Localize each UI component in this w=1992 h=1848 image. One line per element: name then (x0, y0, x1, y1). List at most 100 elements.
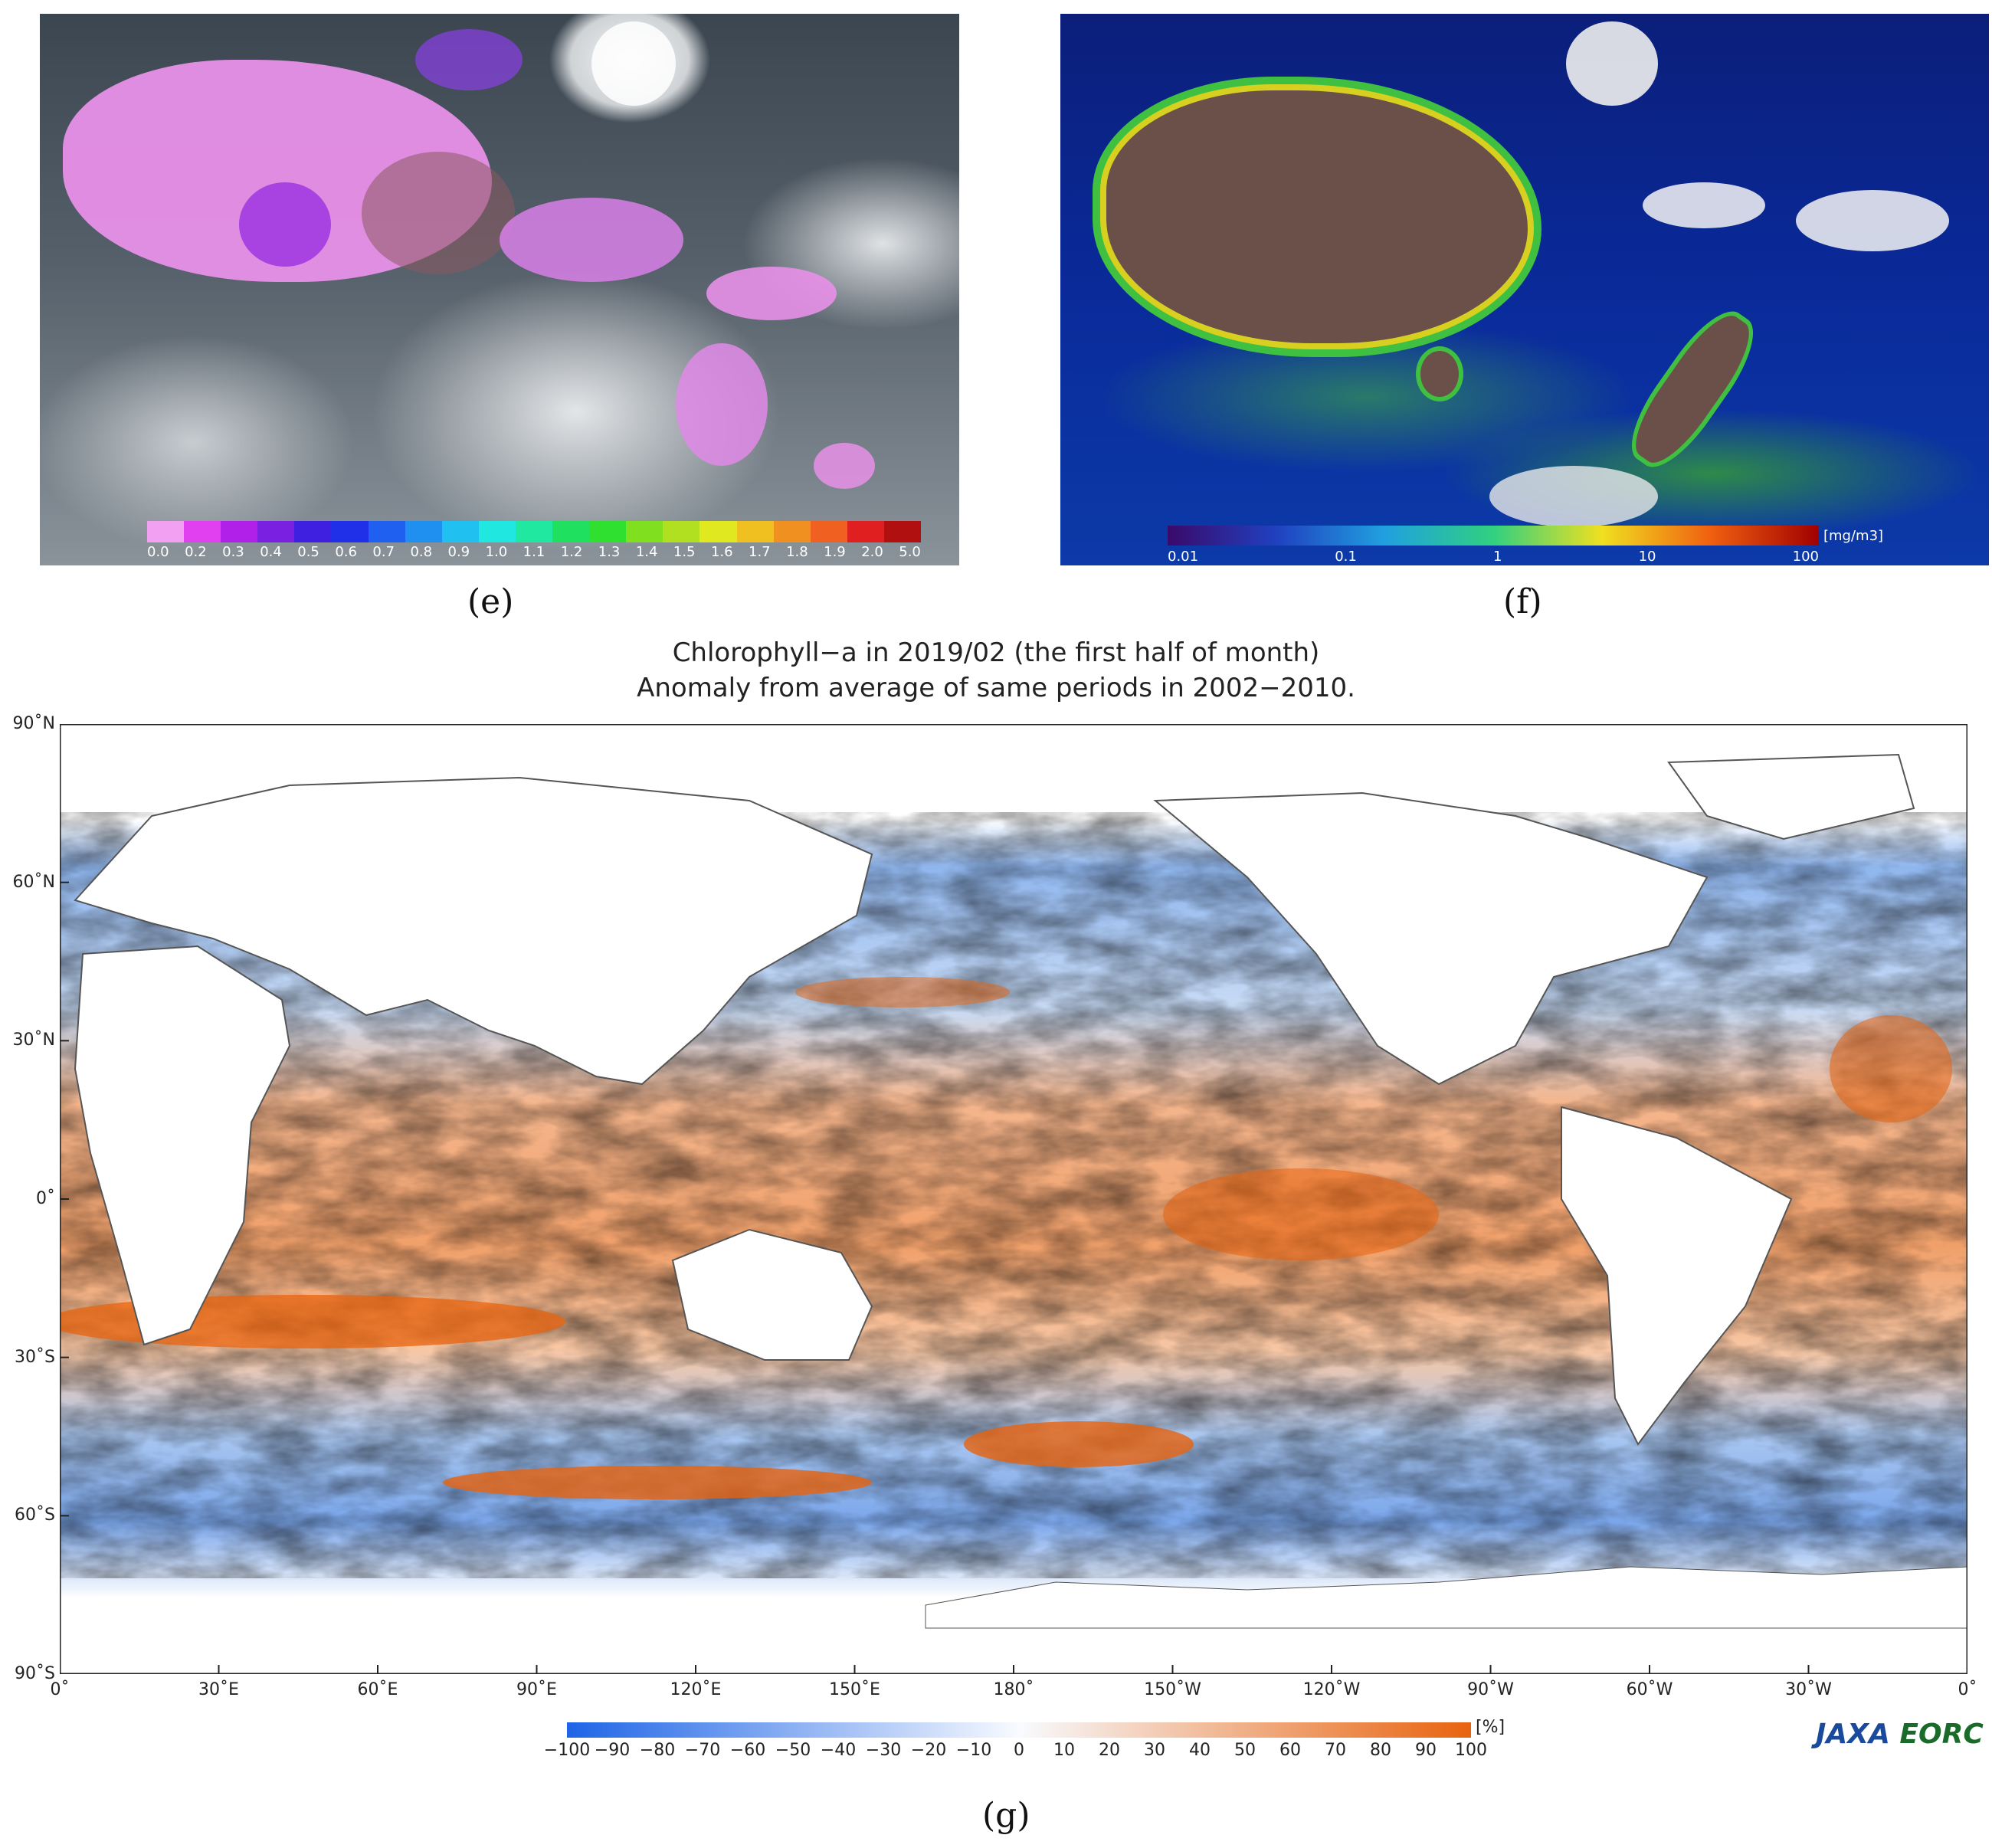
anomaly-patch (964, 1421, 1194, 1467)
colorbar-tick-label: 1.7 (749, 544, 771, 560)
legend-tick-label: −60 (729, 1741, 766, 1760)
australia-landmass (1106, 90, 1528, 343)
colorbar-swatch (552, 521, 590, 542)
jaxa-eorc-logo: JAXA EORC (1816, 1719, 1984, 1750)
panel-e-colorbar-labels: 0.0 0.2 0.3 0.4 0.5 0.6 0.7 0.8 0.9 1.0 1.1 1.2 1.3 1… (147, 544, 921, 560)
colorbar-swatch (257, 521, 295, 542)
longitude-label: 60˚W (1626, 1680, 1673, 1699)
anomaly-patch (1163, 1168, 1439, 1260)
map-title-line2: Anomaly from average of same periods in … (637, 673, 1355, 703)
colorbar-tick-label: 5.0 (899, 544, 921, 560)
cloud-swirl (1566, 21, 1658, 106)
greenland-landmass (1667, 753, 1915, 840)
colorbar-swatch (331, 521, 369, 542)
colorbar-tick-label: 0.4 (260, 544, 282, 560)
legend-tick-label: −40 (820, 1741, 857, 1760)
colorbar-swatch (221, 521, 258, 542)
legend-tick-label: 50 (1234, 1741, 1256, 1760)
anomaly-legend-unit: [%] (1476, 1718, 1505, 1737)
longitude-label: 30˚E (198, 1680, 239, 1699)
colorbar-tick-label: 0.01 (1168, 549, 1199, 565)
panel-f-colorbar-gradient (1168, 526, 1819, 546)
colorbar-tick-label: 0.2 (185, 544, 207, 560)
latitude-label: 90˚N (12, 714, 55, 733)
aerosol-blob (500, 198, 683, 282)
anomaly-legend-gradient (567, 1722, 1471, 1738)
latitude-label: 60˚N (12, 872, 55, 892)
panel-e-satellite-image: 0.0 0.2 0.3 0.4 0.5 0.6 0.7 0.8 0.9 1.0 1.1 1.2 1.3 1… (40, 14, 959, 565)
legend-tick-label: −50 (775, 1741, 811, 1760)
legend-tick-label: 100 (1455, 1741, 1487, 1760)
latitude-label: 60˚S (15, 1506, 55, 1525)
colorbar-tick-label: 0.3 (222, 544, 244, 560)
antarctica-landmass (925, 1566, 1967, 1629)
colorbar-tick-label: 1.3 (598, 544, 621, 560)
longitude-label: 150˚E (829, 1680, 880, 1699)
latitude-label: 30˚S (15, 1347, 55, 1367)
panel-e-caption: (e) (467, 582, 514, 621)
anomaly-patch (443, 1466, 872, 1499)
colorbar-swatch (736, 521, 774, 542)
colorbar-swatch (147, 521, 185, 542)
colorbar-swatch (773, 521, 811, 542)
panel-e-colorbar-swatches (147, 521, 921, 542)
colorbar-tick-label: 1.9 (824, 544, 846, 560)
colorbar-swatch (368, 521, 405, 542)
anomaly-legend-labels: −100 −90 −80 −70 −60 −50 −40 −30 −20 −10 0 10 20 30 40… (544, 1741, 1487, 1764)
continents (74, 753, 1967, 1629)
panel-f-chlorophyll-image: [mg/m3] 0.01 0.1 1 10 100 (1060, 14, 1989, 565)
colorbar-tick-label: 0.1 (1335, 549, 1357, 565)
colorbar-tick-label: 100 (1792, 549, 1819, 565)
latitude-label: 30˚N (12, 1030, 55, 1050)
longitude-label: 0˚ (50, 1680, 70, 1699)
anomaly-patch (1830, 1015, 1952, 1122)
legend-tick-label: 40 (1189, 1741, 1211, 1760)
colorbar-swatch (699, 521, 737, 542)
colorbar-tick-label: 1.1 (523, 544, 546, 560)
panel-f-colorbar: [mg/m3] 0.01 0.1 1 10 100 (1168, 526, 1934, 565)
aerosol-blob (415, 29, 523, 90)
cloud-patch (1489, 466, 1658, 527)
panel-f-caption: (f) (1503, 582, 1542, 621)
eurasia-landmass (74, 776, 873, 1086)
longitude-ticks (60, 1665, 1967, 1674)
colorbar-swatch (589, 521, 627, 542)
longitude-label: 150˚W (1144, 1680, 1201, 1699)
anomaly-patch (795, 977, 1010, 1008)
legend-tick-label: 80 (1370, 1741, 1391, 1760)
colorbar-swatch (184, 521, 221, 542)
colorbar-tick-label: 0.5 (297, 544, 319, 560)
colorbar-tick-label: 1.6 (710, 544, 733, 560)
legend-tick-label: 0 (1014, 1741, 1024, 1760)
latitude-label: 90˚S (15, 1664, 55, 1683)
colorbar-tick-label: 1.4 (635, 544, 658, 560)
legend-tick-label: 30 (1144, 1741, 1165, 1760)
colorbar-tick-label: 0.6 (335, 544, 357, 560)
colorbar-swatch (441, 521, 479, 542)
map-title-line1: Chlorophyll−a in 2019/02 (the first half… (672, 637, 1320, 668)
colorbar-tick-label: 1.0 (485, 544, 508, 560)
colorbar-tick-label: 0.8 (410, 544, 433, 560)
longitude-label: 120˚W (1302, 1680, 1361, 1699)
aerosol-blob (239, 182, 331, 267)
aerosol-blob (814, 443, 875, 489)
longitude-label: 0˚ (1958, 1680, 1977, 1699)
legend-tick-label: 20 (1099, 1741, 1120, 1760)
cloud-patch (1643, 182, 1765, 228)
panel-f-colorbar-labels: 0.01 0.1 1 10 100 (1168, 549, 1819, 565)
latitude-ticks (60, 724, 69, 1674)
longitude-label: 60˚E (357, 1680, 398, 1699)
legend-tick-label: 70 (1325, 1741, 1346, 1760)
colorbar-swatch (626, 521, 663, 542)
colorbar-swatch (515, 521, 553, 542)
aerosol-blob (676, 343, 768, 466)
anomaly-legend: [%] −100 −90 −80 −70 −60 −50 −40 −30 −20 −10 0 10 20… (544, 1718, 1505, 1764)
tasmania-landmass (1420, 351, 1459, 397)
colorbar-tick-label: 0.0 (147, 544, 169, 560)
panel-e-colorbar: 0.0 0.2 0.3 0.4 0.5 0.6 0.7 0.8 0.9 1.0 1.1 1.2 1.3 1… (147, 521, 921, 560)
longitude-label: 90˚W (1467, 1680, 1514, 1699)
australia-landmass (671, 1228, 873, 1361)
colorbar-swatch (847, 521, 884, 542)
latitude-label: 0˚ (36, 1189, 55, 1208)
colorbar-swatch (405, 521, 442, 542)
